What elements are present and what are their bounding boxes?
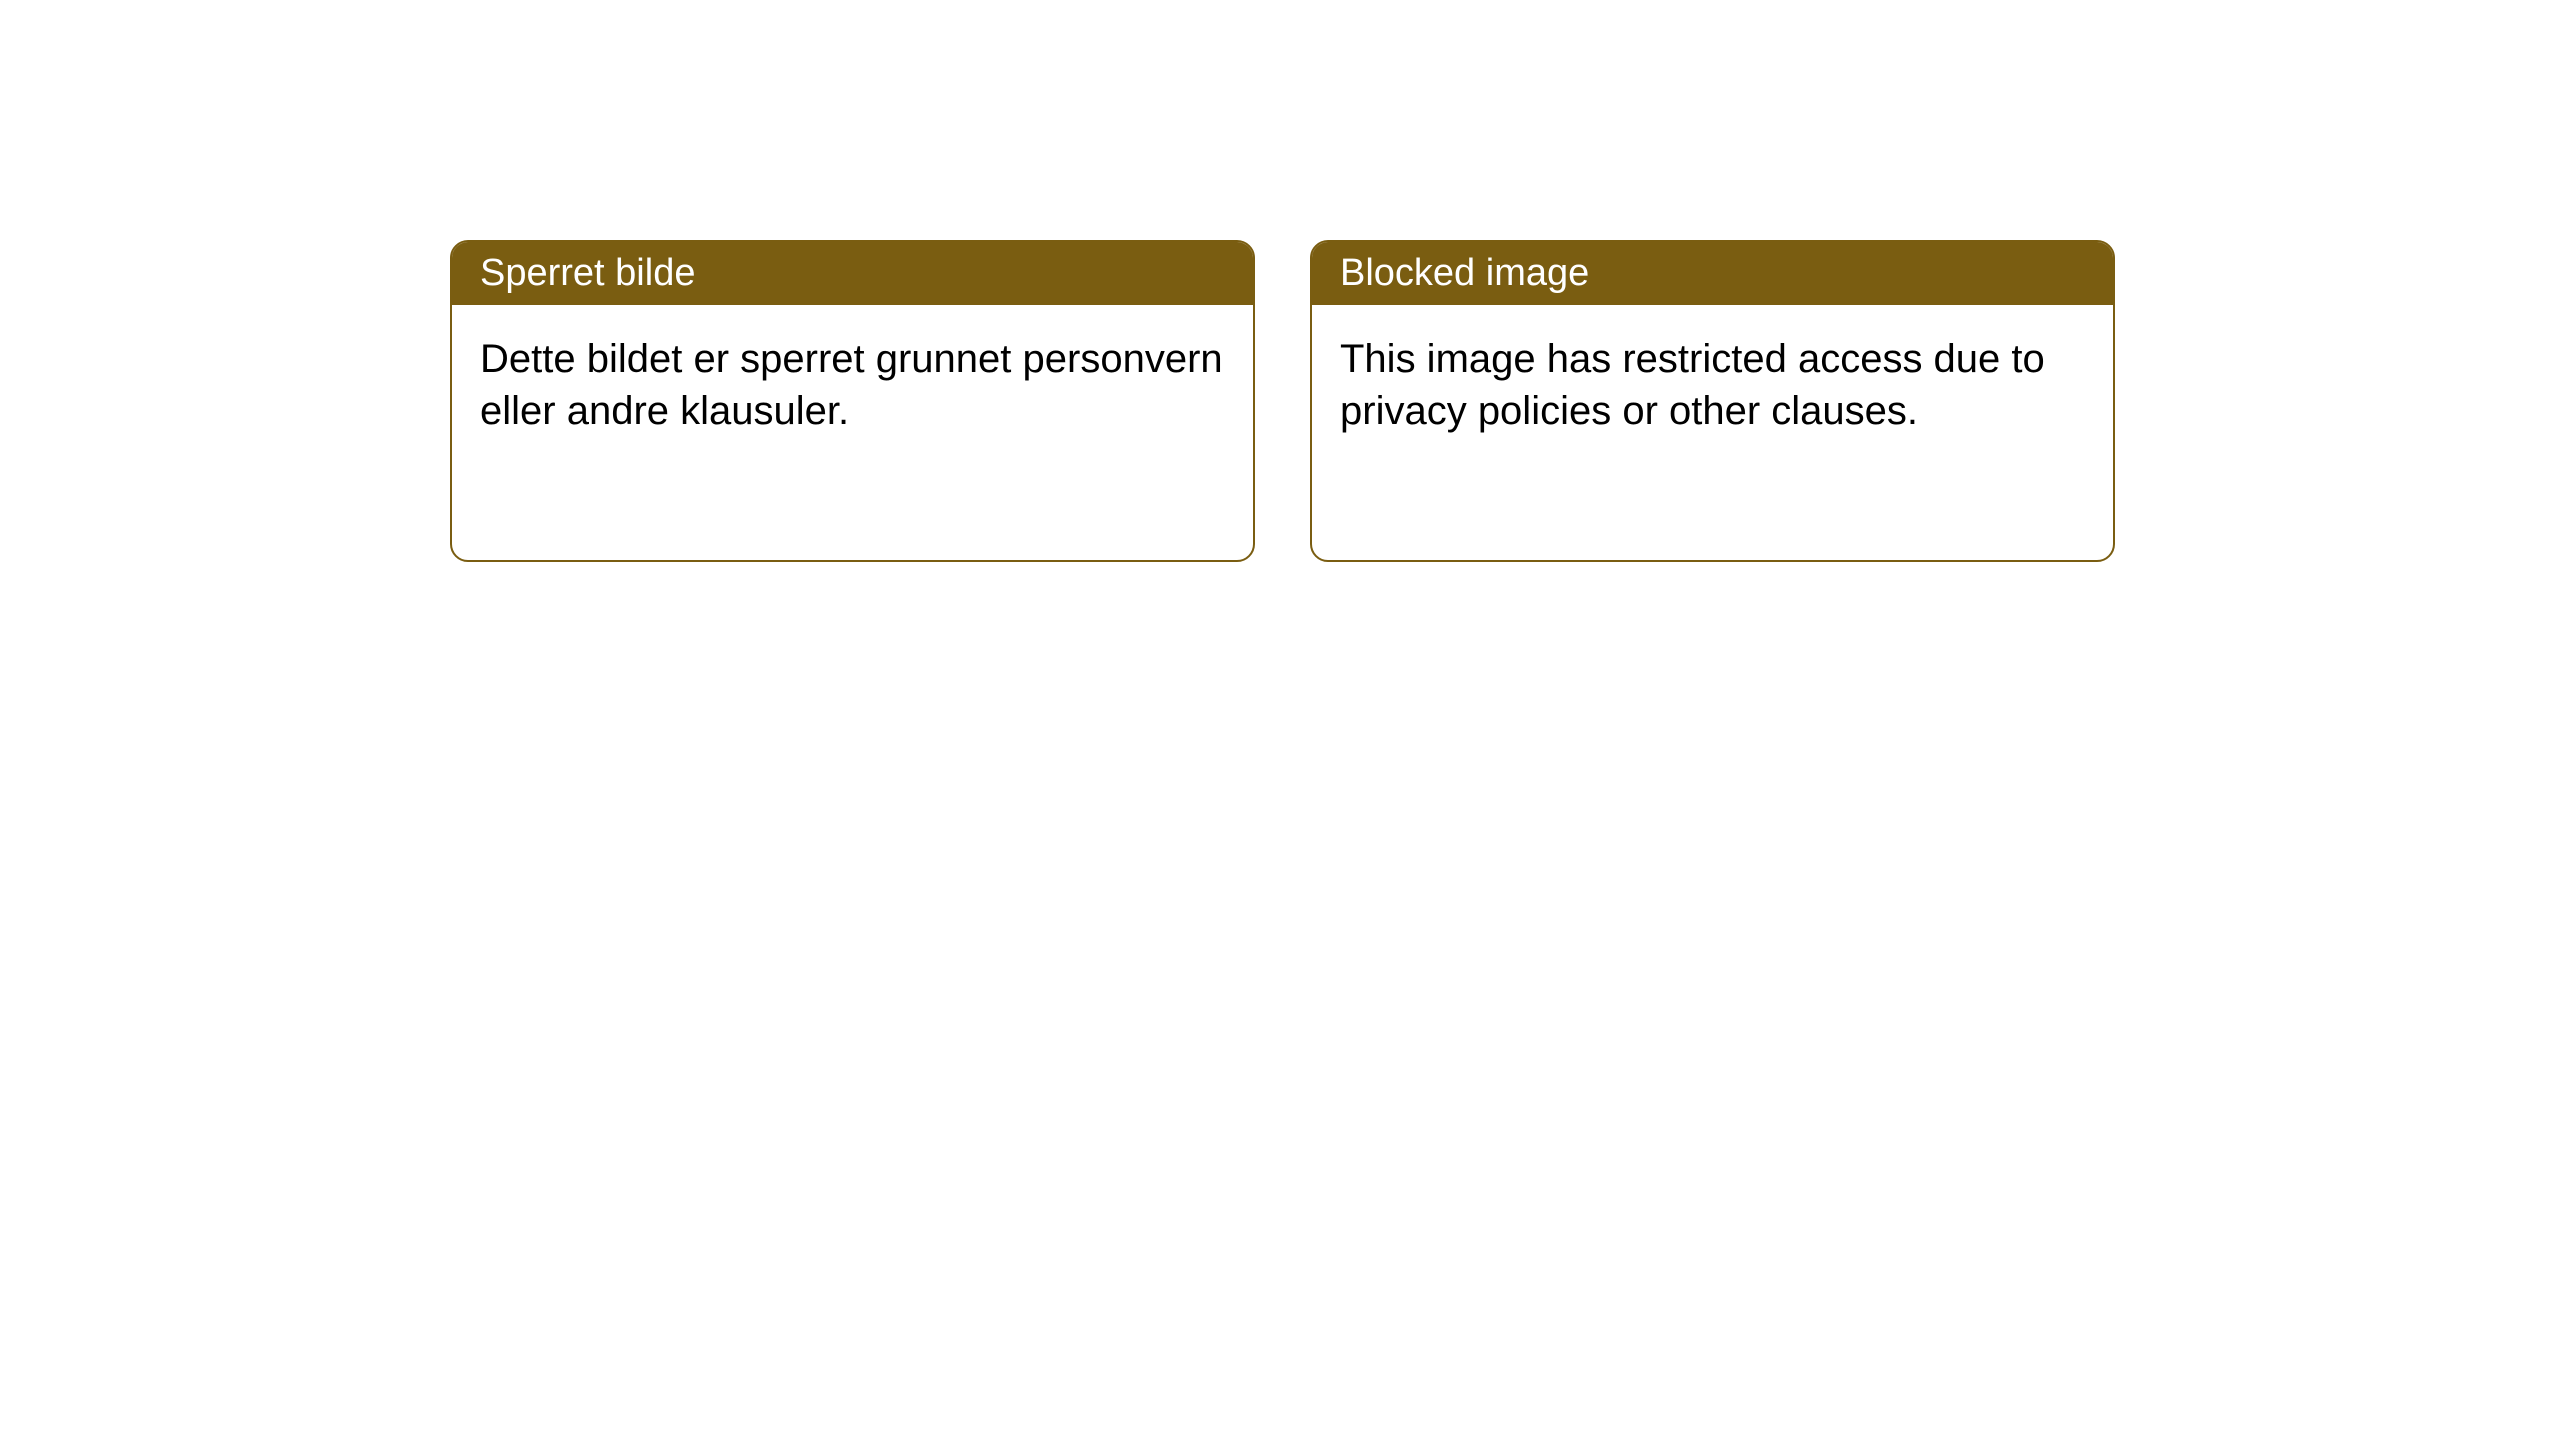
notice-title-norwegian: Sperret bilde <box>452 242 1253 305</box>
notice-body-norwegian: Dette bildet er sperret grunnet personve… <box>452 305 1253 560</box>
notice-box-norwegian: Sperret bilde Dette bildet er sperret gr… <box>450 240 1255 562</box>
notice-title-english: Blocked image <box>1312 242 2113 305</box>
notice-box-english: Blocked image This image has restricted … <box>1310 240 2115 562</box>
notice-body-english: This image has restricted access due to … <box>1312 305 2113 560</box>
notice-container: Sperret bilde Dette bildet er sperret gr… <box>450 240 2115 562</box>
